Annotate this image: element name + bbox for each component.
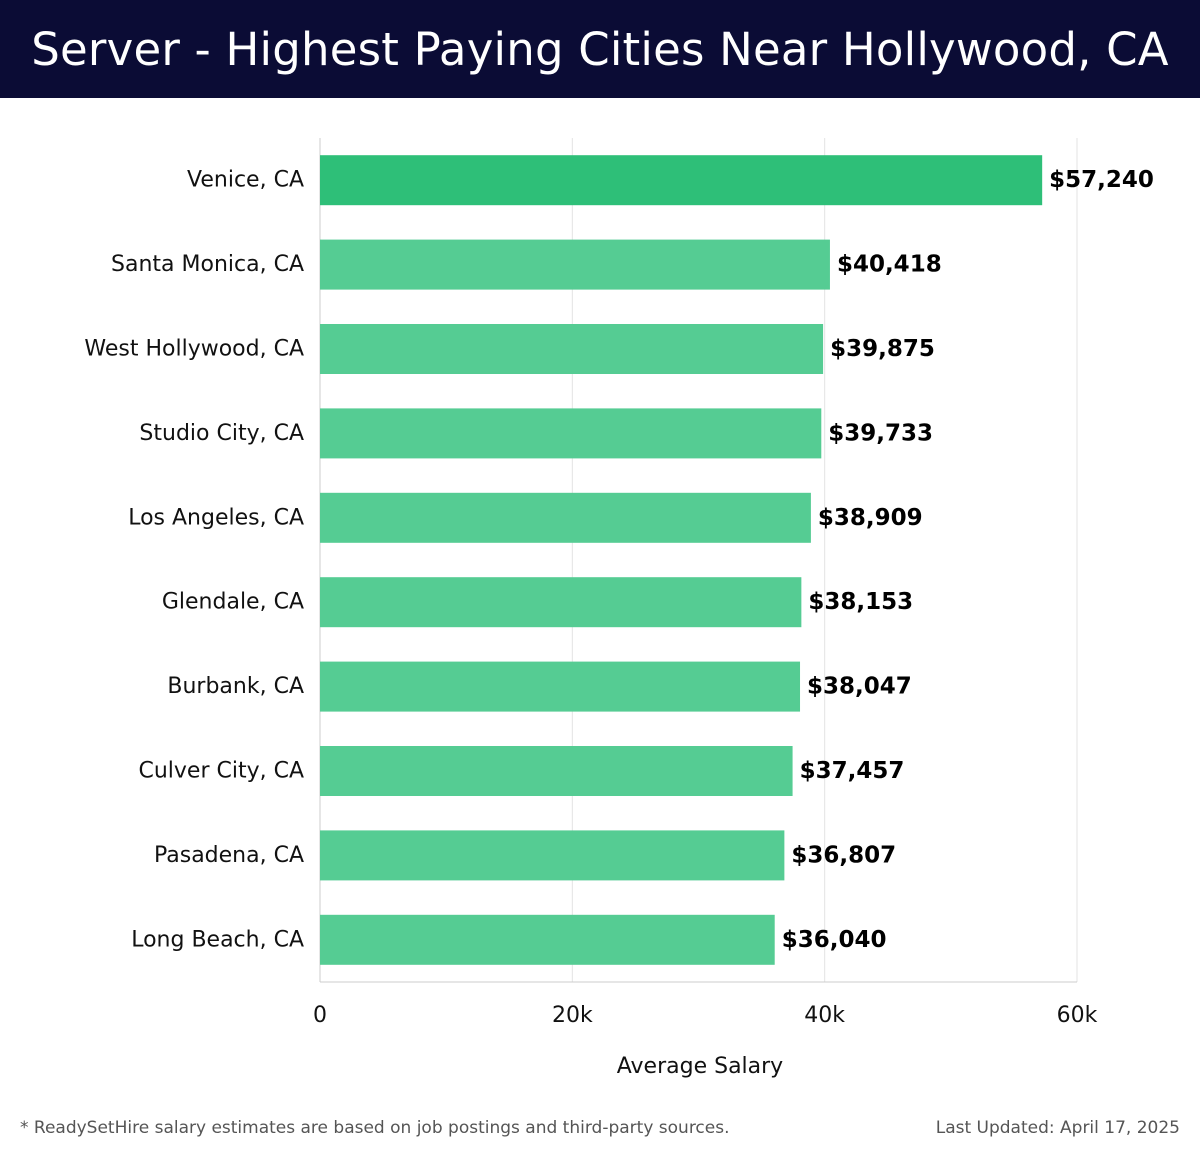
value-label: $39,875	[830, 336, 935, 362]
x-axis-ticks: 0 20k 40k 60k	[313, 1003, 1098, 1028]
x-tick-label: 40k	[804, 1003, 845, 1028]
x-tick-label: 20k	[552, 1003, 593, 1028]
value-labels: $57,240 $40,418 $39,875 $39,733 $38,909 $38,1…	[782, 167, 1154, 953]
page-title: Server - Highest Paying Cities Near Holl…	[31, 22, 1169, 76]
x-axis-label: Average Salary	[617, 1054, 783, 1079]
bar	[320, 324, 824, 374]
bars	[320, 155, 1043, 965]
category-labels: Venice, CA Santa Monica, CA West Hollywood…	[84, 168, 304, 953]
bar-chart: Venice, CA Santa Monica, CA West Hollywood…	[84, 138, 1154, 1079]
bar	[320, 155, 1043, 206]
bar	[320, 577, 802, 628]
footer-note: * ReadySetHire salary estimates are base…	[20, 1118, 730, 1138]
value-label: $40,418	[837, 252, 942, 278]
category-label: Los Angeles, CA	[128, 505, 304, 530]
bar	[320, 746, 793, 796]
x-tick-label: 60k	[1057, 1003, 1098, 1028]
value-label: $38,047	[807, 674, 912, 700]
value-label: $57,240	[1049, 167, 1154, 193]
title-bar: Server - Highest Paying Cities Near Holl…	[0, 0, 1200, 98]
category-label: Venice, CA	[187, 168, 304, 193]
category-label: West Hollywood, CA	[84, 337, 304, 362]
category-label: Burbank, CA	[167, 674, 304, 699]
category-label: Studio City, CA	[139, 421, 304, 446]
last-updated: Last Updated: April 17, 2025	[935, 1118, 1180, 1138]
value-label: $36,040	[782, 927, 887, 953]
category-label: Glendale, CA	[162, 590, 304, 615]
category-label: Santa Monica, CA	[111, 252, 304, 277]
value-label: $38,153	[808, 589, 913, 615]
bar	[320, 914, 775, 965]
value-label: $39,733	[828, 420, 933, 446]
value-label: $36,807	[791, 842, 896, 868]
x-tick-label: 0	[313, 1003, 327, 1028]
bar	[320, 492, 811, 543]
category-label: Pasadena, CA	[154, 843, 304, 868]
bar	[320, 239, 830, 290]
value-label: $38,909	[818, 505, 923, 531]
category-label: Culver City, CA	[138, 759, 304, 784]
bar	[320, 830, 785, 881]
value-label: $37,457	[800, 758, 905, 784]
bar	[320, 408, 822, 459]
bar	[320, 661, 801, 712]
category-label: Long Beach, CA	[131, 927, 304, 952]
